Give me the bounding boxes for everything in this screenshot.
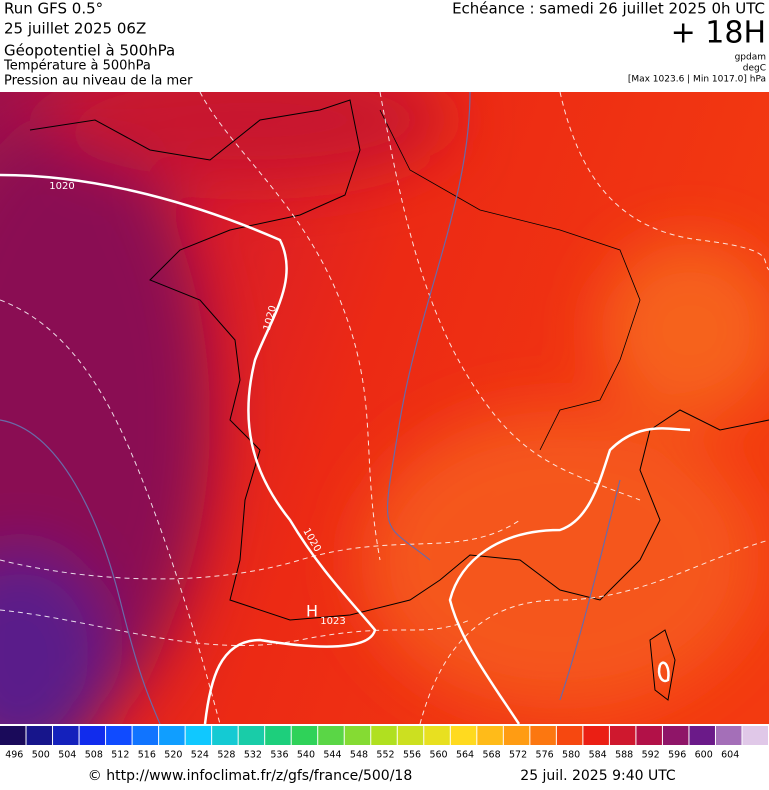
- colorbar-swatch: [291, 726, 318, 745]
- colorbar-label: 592: [642, 750, 660, 761]
- valid-time: Echéance : samedi 26 juillet 2025 0h UTC: [452, 0, 765, 18]
- run-label: Run GFS 0.5°: [4, 0, 103, 18]
- colorbar-label: 568: [482, 750, 500, 761]
- colorbar-swatch: [0, 726, 26, 745]
- colorbar-swatch: [636, 726, 662, 745]
- colorbar-swatch: [742, 726, 768, 745]
- colorbar-swatch: [159, 726, 185, 745]
- colorbar-swatch: [212, 726, 238, 745]
- border: [379, 109, 641, 451]
- colorbar: 496 500 504 508 512 516 520 524 528 532 536 540 544 5…: [0, 726, 768, 761]
- colorbar-label: 564: [456, 750, 474, 761]
- colorbar-label: 532: [244, 750, 262, 761]
- colorbar-label: 580: [562, 750, 580, 761]
- colorbar-swatch: [371, 726, 397, 745]
- colorbar-label: 540: [297, 750, 315, 761]
- colorbar-swatch: [503, 726, 530, 745]
- colorbar-swatch: [344, 726, 371, 745]
- geopotential-contours: [0, 92, 621, 724]
- timestamp: 25 juil. 2025 9:40 UTC: [520, 768, 676, 784]
- colorbar-label: 584: [589, 750, 607, 761]
- colorbar-swatch: [79, 726, 106, 745]
- isobars: [0, 173, 691, 724]
- colorbar-label: 544: [323, 750, 341, 761]
- range-label: [Max 1023.6 | Min 1017.0] hPa: [628, 75, 766, 85]
- colorbar-swatch: [583, 726, 609, 745]
- high-value: 1023: [320, 616, 345, 627]
- colorbar-swatch: [265, 726, 291, 745]
- colorbar-label: 516: [138, 750, 156, 761]
- run-date: 25 juillet 2025 06Z: [4, 20, 146, 38]
- colorbar-swatch: [424, 726, 450, 745]
- colorbar-label: 528: [217, 750, 235, 761]
- colorbar-swatch: [609, 726, 636, 745]
- colorbar-label: 508: [85, 750, 103, 761]
- colorbar-swatch: [26, 726, 53, 745]
- colorbar-swatch: [556, 726, 583, 745]
- colorbar-swatch: [106, 726, 132, 745]
- colorbar-swatch: [689, 726, 715, 745]
- field-label: Température à 500hPa: [3, 59, 151, 74]
- colorbar-swatch: [530, 726, 556, 745]
- colorbar-label: 512: [111, 750, 129, 761]
- colorbar-swatch: [715, 726, 742, 745]
- colorbar-label: 504: [58, 750, 76, 761]
- colorbar-label: 524: [191, 750, 209, 761]
- field-label: Pression au niveau de la mer: [4, 74, 193, 89]
- isobar-label: 1020: [49, 181, 74, 192]
- colorbar-swatch: [397, 726, 424, 745]
- unit-label: gpdam: [735, 53, 766, 63]
- colorbar-swatch: [53, 726, 79, 745]
- colorbar-swatch: [450, 726, 477, 745]
- field-label: Géopotentiel à 500hPa: [4, 42, 175, 60]
- colorbar-label: 588: [615, 750, 633, 761]
- colorbar-swatch: [318, 726, 344, 745]
- corsica: [649, 629, 676, 701]
- colorbar-swatch: [185, 726, 212, 745]
- temperature-field: [0, 92, 769, 724]
- map: 1020 1020 1020 H 1023: [0, 92, 769, 724]
- colorbar-label: 552: [376, 750, 394, 761]
- colorbar-label: 500: [32, 750, 50, 761]
- colorbar-label: 572: [509, 750, 527, 761]
- colorbar-swatch: [477, 726, 503, 745]
- colorbar-label: 576: [536, 750, 554, 761]
- colorbar-swatch: [132, 726, 159, 745]
- colorbar-label: 536: [270, 750, 288, 761]
- lead-time: + 18H: [671, 16, 766, 51]
- colorbar-label: 496: [5, 750, 23, 761]
- colorbar-swatch: [238, 726, 265, 745]
- credit: © http://www.infoclimat.fr/z/gfs/france/…: [88, 768, 412, 784]
- unit-label: degC: [743, 64, 766, 74]
- high-symbol: H: [306, 602, 318, 621]
- colorbar-label: 556: [403, 750, 421, 761]
- coastline: [29, 99, 769, 621]
- colorbar-label: 596: [668, 750, 686, 761]
- colorbar-label: 560: [429, 750, 447, 761]
- colorbar-label: 548: [350, 750, 368, 761]
- temperature-contours: [0, 92, 769, 724]
- colorbar-label: 600: [695, 750, 713, 761]
- colorbar-label: 604: [721, 750, 739, 761]
- colorbar-label: 520: [164, 750, 182, 761]
- colorbar-swatch: [662, 726, 689, 745]
